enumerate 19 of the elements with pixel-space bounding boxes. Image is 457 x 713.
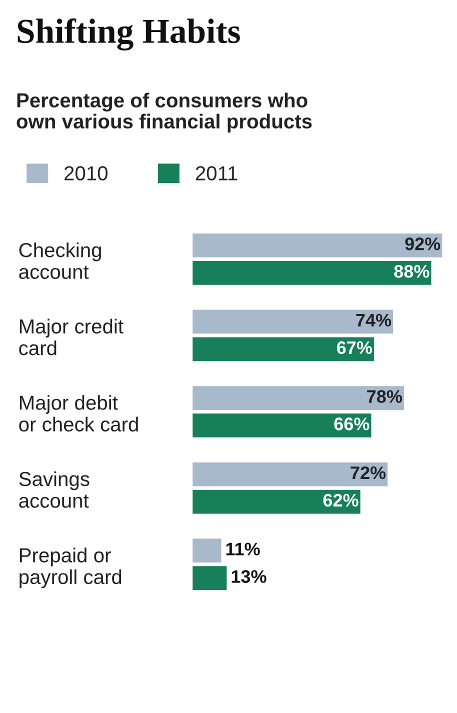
data-label: 74% [356,314,392,327]
y-tick-label: Prepaid or payroll card [20,548,122,588]
data-label: 13% [232,570,266,583]
y-tick-label: Savings account [19,471,90,508]
data-label: 62% [323,494,358,507]
data-label: 72% [350,466,386,480]
data-label: 67% [337,341,372,354]
data-label: 66% [334,418,370,430]
y-tick-label: Major debit or check card [19,395,138,432]
chart-subtitle: Percentage of consumers who own various financial products [16,92,312,133]
chart-title: Shifting Habits [18,18,240,50]
data-label: 88% [394,264,430,278]
legend-label: 2010 [64,166,108,180]
legend-label: 2011 [196,166,238,180]
data-label: 11% [226,542,260,556]
y-tick-label: Checking account [19,242,101,279]
data-label: 78% [367,390,402,403]
data-label: 92% [405,238,440,250]
y-tick-label: Major credit card [19,318,124,356]
